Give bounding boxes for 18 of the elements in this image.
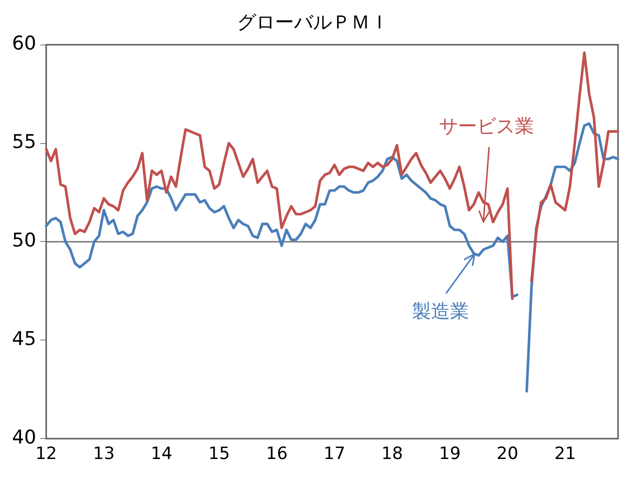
x-tick-label: 17 [324,444,346,464]
y-tick-label: 40 [12,426,36,449]
x-tick-label: 18 [381,444,403,464]
chart-title: グローバルＰＭＩ [237,11,389,34]
x-tick-label: 15 [208,444,230,464]
legend-label: 製造業 [412,300,470,323]
x-tick-label: 12 [35,444,57,464]
x-tick-label: 16 [266,444,288,464]
x-tick-label: 13 [93,444,115,464]
y-tick-label: 60 [12,32,36,55]
x-tick-label: 20 [496,444,518,464]
x-tick-label: 21 [554,444,576,464]
series-label: サービス業 [438,115,534,138]
x-tick-label: 19 [438,444,461,464]
y-tick-label: 50 [12,230,36,252]
x-tick-label: 14 [150,444,172,464]
y-tick-label: 45 [12,328,36,350]
y-tick-label: 55 [12,131,36,154]
